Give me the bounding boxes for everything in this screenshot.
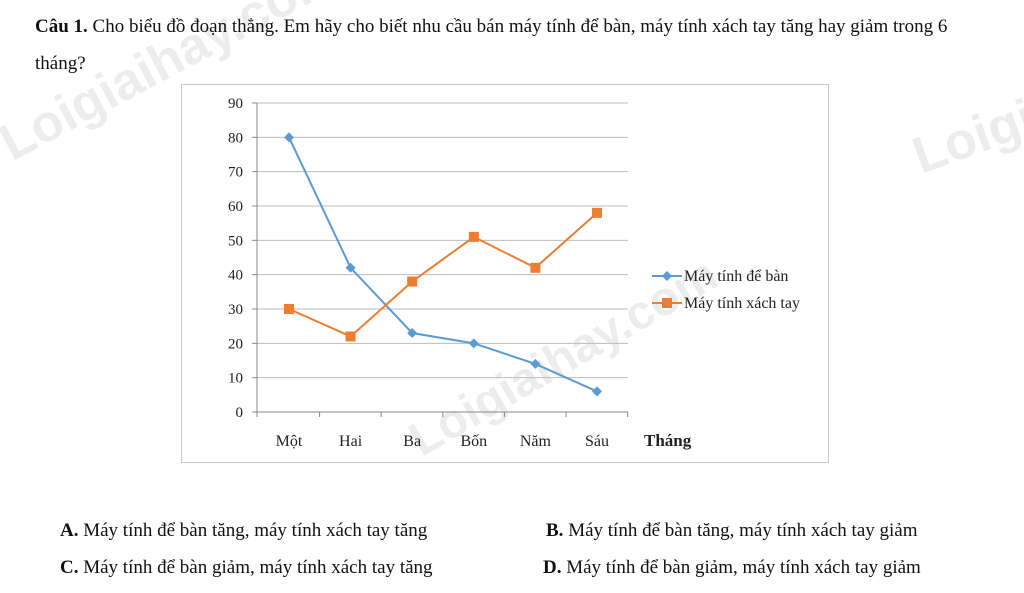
data-point-marker [407,328,418,339]
y-tick-label: 60 [228,199,243,215]
data-point-marker [345,262,356,273]
answer-option-a[interactable]: A. Máy tính để bàn tăng, máy tính xách t… [60,520,427,542]
y-tick-label: 30 [228,302,243,318]
y-tick-label: 20 [228,336,243,352]
y-tick-label: 0 [236,405,244,421]
answer-text: Máy tính để bàn tăng, máy tính xách tay … [563,520,918,541]
x-tick-label: Ba [403,433,421,450]
question-text: Câu 1. Cho biểu đồ đoạn thẳng. Em hãy ch… [35,8,995,82]
x-tick-label: Một [276,433,303,450]
legend-marker [662,298,672,308]
data-point-marker [468,231,479,242]
legend-marker [662,271,672,281]
data-point-marker [284,132,294,143]
answer-letter: C. [60,557,79,578]
answer-letter: A. [60,520,79,541]
data-point-marker [345,331,356,342]
answer-option-c[interactable]: C. Máy tính để bàn giảm, máy tính xách t… [60,557,433,579]
answer-letter: B. [546,520,564,541]
data-point-marker [407,276,418,287]
answer-letter: D. [543,557,562,578]
x-axis-title: Tháng [644,431,692,450]
y-tick-label: 10 [228,371,243,387]
answer-text: Máy tính để bàn tăng, máy tính xách tay … [78,520,428,541]
answer-text: Máy tính để bàn giảm, máy tính xách tay … [561,557,921,578]
y-tick-label: 40 [228,268,243,284]
y-tick-label: 90 [228,96,243,112]
chart-series [284,132,602,397]
legend-label: Máy tính để bàn [684,268,788,285]
series-line [288,136,598,393]
data-point-marker [592,386,602,397]
y-tick-label: 50 [228,233,243,249]
data-point-marker [530,358,541,369]
chart-legend: Máy tính để bàn Máy tính xách tay [652,268,800,312]
x-tick-label: Bốn [460,433,487,450]
data-point-marker [530,262,541,273]
y-tick-label: 70 [228,165,243,181]
x-tick-label: Hai [339,433,363,450]
legend-label: Máy tính xách tay [684,295,800,312]
x-tick-label: Sáu [585,433,609,450]
data-point-marker [468,338,479,349]
series-line [288,212,598,338]
answer-text: Máy tính để bàn giảm, máy tính xách tay … [78,557,433,578]
chart-gridlines [257,102,628,379]
line-chart-frame [181,84,829,463]
data-point-marker [592,207,602,218]
x-tick-label: Năm [520,433,552,450]
question-number: Câu 1. [35,16,88,37]
y-axis-ticks: 0 10 20 30 40 50 60 70 80 90 [228,96,258,421]
x-axis: Một Hai Ba Bốn Năm Sáu [256,411,629,450]
answer-option-d[interactable]: D. Máy tính để bàn giảm, máy tính xách t… [543,557,921,579]
data-point-marker [284,304,294,314]
question-body: Cho biểu đồ đoạn thẳng. Em hãy cho biết … [35,16,948,74]
y-tick-label: 80 [228,130,243,146]
answer-option-b[interactable]: B. Máy tính để bàn tăng, máy tính xách t… [546,520,918,542]
